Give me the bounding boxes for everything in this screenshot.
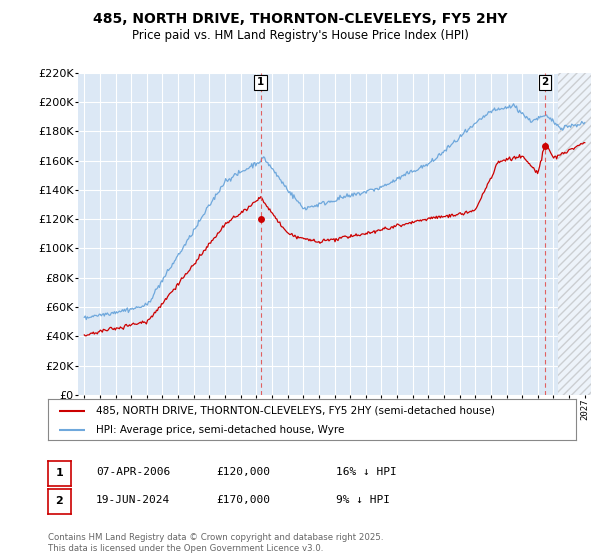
Text: 2: 2: [541, 77, 548, 87]
Bar: [558, 73, 591, 395]
Text: Price paid vs. HM Land Registry's House Price Index (HPI): Price paid vs. HM Land Registry's House …: [131, 29, 469, 42]
Text: £170,000: £170,000: [216, 495, 270, 505]
Text: £120,000: £120,000: [216, 467, 270, 477]
Text: 1: 1: [56, 468, 63, 478]
Bar: [558, 73, 591, 395]
Text: 9% ↓ HPI: 9% ↓ HPI: [336, 495, 390, 505]
Text: 07-APR-2006: 07-APR-2006: [96, 467, 170, 477]
Text: 485, NORTH DRIVE, THORNTON-CLEVELEYS, FY5 2HY: 485, NORTH DRIVE, THORNTON-CLEVELEYS, FY…: [93, 12, 507, 26]
Text: HPI: Average price, semi-detached house, Wyre: HPI: Average price, semi-detached house,…: [95, 424, 344, 435]
Text: 16% ↓ HPI: 16% ↓ HPI: [336, 467, 397, 477]
Text: 1: 1: [257, 77, 264, 87]
Text: Contains HM Land Registry data © Crown copyright and database right 2025.
This d: Contains HM Land Registry data © Crown c…: [48, 533, 383, 553]
Text: 2: 2: [56, 496, 63, 506]
Text: 485, NORTH DRIVE, THORNTON-CLEVELEYS, FY5 2HY (semi-detached house): 485, NORTH DRIVE, THORNTON-CLEVELEYS, FY…: [95, 405, 494, 416]
Text: 19-JUN-2024: 19-JUN-2024: [96, 495, 170, 505]
